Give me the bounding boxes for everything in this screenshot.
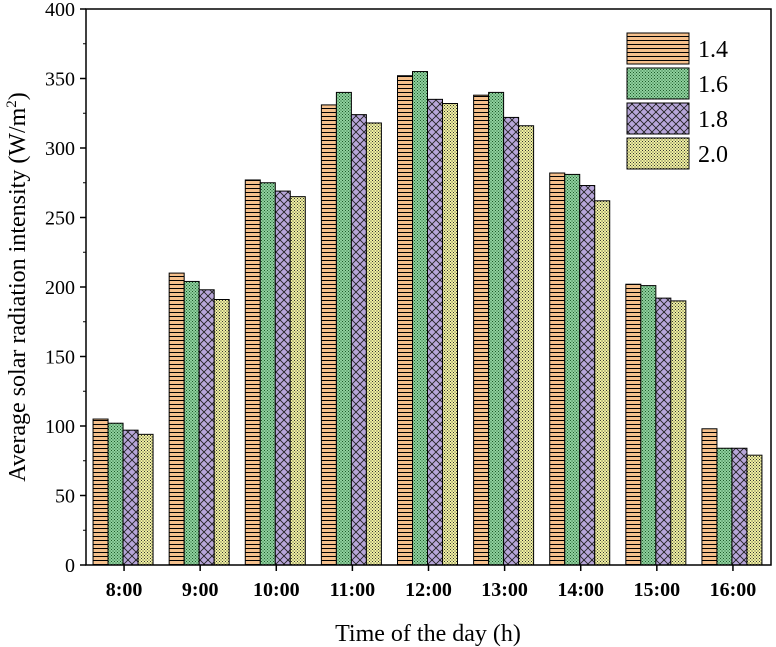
- bar-1600-series-2.0: [746, 454, 763, 566]
- x-tick-label: 9:00: [182, 579, 219, 601]
- x-tick-label: 11:00: [330, 579, 376, 601]
- bar-1100-series-2.0: [365, 122, 382, 566]
- x-tick-label: 14:00: [557, 579, 604, 601]
- y-tick-label: 300: [45, 138, 75, 160]
- bar-1300-series-2.0: [518, 125, 535, 566]
- bar-1000-series-2.0: [289, 196, 306, 566]
- y-axis: 0 50 100 150 200 250 300 350 400: [45, 0, 86, 577]
- y-tick-label: 400: [45, 0, 75, 21]
- bar-1200-series-1.8: [427, 98, 443, 566]
- legend-label-2.0: 2.0: [698, 142, 728, 168]
- bar-1200-series-1.6: [412, 71, 428, 566]
- legend-swatch-1.4: [626, 32, 690, 65]
- legend-swatch-1.6: [626, 67, 690, 100]
- y-tick-label: 50: [55, 486, 75, 508]
- bar-800-series-1.8: [122, 429, 139, 566]
- bar-800-series-2.0: [137, 433, 154, 566]
- bar-1300-series-1.4: [473, 94, 490, 566]
- bar-1600-series-1.8: [731, 447, 748, 566]
- bar-1100-series-1.6: [335, 91, 352, 566]
- y-tick-label: 200: [45, 277, 75, 299]
- bar-1000-series-1.6: [259, 182, 276, 566]
- bar-1600-series-1.6: [716, 447, 733, 566]
- y-axis-title: Average solar radiation intensity (W/m2): [4, 92, 31, 482]
- bar-800-series-1.4: [92, 418, 109, 566]
- bar-1000-series-1.8: [274, 190, 291, 566]
- bar-1200-series-1.4: [397, 75, 413, 566]
- legend: 1.4 1.6 1.8 2.0: [626, 32, 728, 170]
- x-axis: 8:00 9:00 10:00 11:00 12:00 13:00 14:00 15:00 16…: [106, 565, 757, 601]
- bar-1300-series-1.6: [488, 91, 505, 566]
- y-axis-title-main: Average solar radiation intensity (W/m: [5, 107, 31, 481]
- bar-900-series-1.4: [168, 272, 185, 566]
- x-tick-label: 10:00: [253, 579, 300, 601]
- legend-label-1.6: 1.6: [698, 72, 728, 98]
- legend-label-1.8: 1.8: [698, 107, 728, 133]
- bar-1200-series-2.0: [442, 103, 458, 566]
- legend-swatch-2.0: [626, 137, 690, 170]
- bar-800-series-1.6: [107, 422, 124, 566]
- bar-900-series-1.8: [198, 289, 215, 566]
- bar-1400-series-1.6: [564, 173, 581, 566]
- bar-1100-series-1.8: [350, 114, 367, 566]
- y-tick-label: 350: [45, 69, 75, 91]
- y-axis-title-close: ): [5, 92, 31, 100]
- x-tick-label: 8:00: [106, 579, 143, 601]
- bar-1400-series-1.4: [549, 172, 566, 566]
- bar-1100-series-1.4: [320, 104, 337, 566]
- y-tick-label: 0: [65, 555, 75, 577]
- bar-1400-series-2.0: [594, 200, 611, 566]
- y-tick-label: 150: [45, 347, 75, 369]
- y-axis-title-superscript: 2: [4, 100, 20, 108]
- bar-1000-series-1.4: [244, 179, 261, 566]
- x-tick-label: 15:00: [633, 579, 680, 601]
- bar-1500-series-2.0: [670, 300, 687, 566]
- bar-1300-series-1.8: [503, 116, 520, 566]
- y-tick-label: 100: [45, 416, 75, 438]
- bar-1600-series-1.4: [701, 428, 718, 566]
- bar-1500-series-1.4: [625, 283, 642, 566]
- bar-1500-series-1.8: [655, 297, 672, 566]
- bar-900-series-1.6: [183, 280, 200, 566]
- bar-1400-series-1.8: [579, 185, 596, 566]
- bar-900-series-2.0: [213, 299, 230, 566]
- x-tick-label: 13:00: [481, 579, 528, 601]
- bars-layer: [92, 71, 763, 566]
- y-tick-label: 250: [45, 208, 75, 230]
- x-tick-label: 12:00: [405, 579, 452, 601]
- bar-1500-series-1.6: [640, 285, 657, 566]
- legend-label-1.4: 1.4: [698, 37, 728, 63]
- legend-swatch-1.8: [626, 102, 690, 135]
- x-axis-title: Time of the day (h): [335, 621, 521, 647]
- x-tick-label: 16:00: [710, 579, 757, 601]
